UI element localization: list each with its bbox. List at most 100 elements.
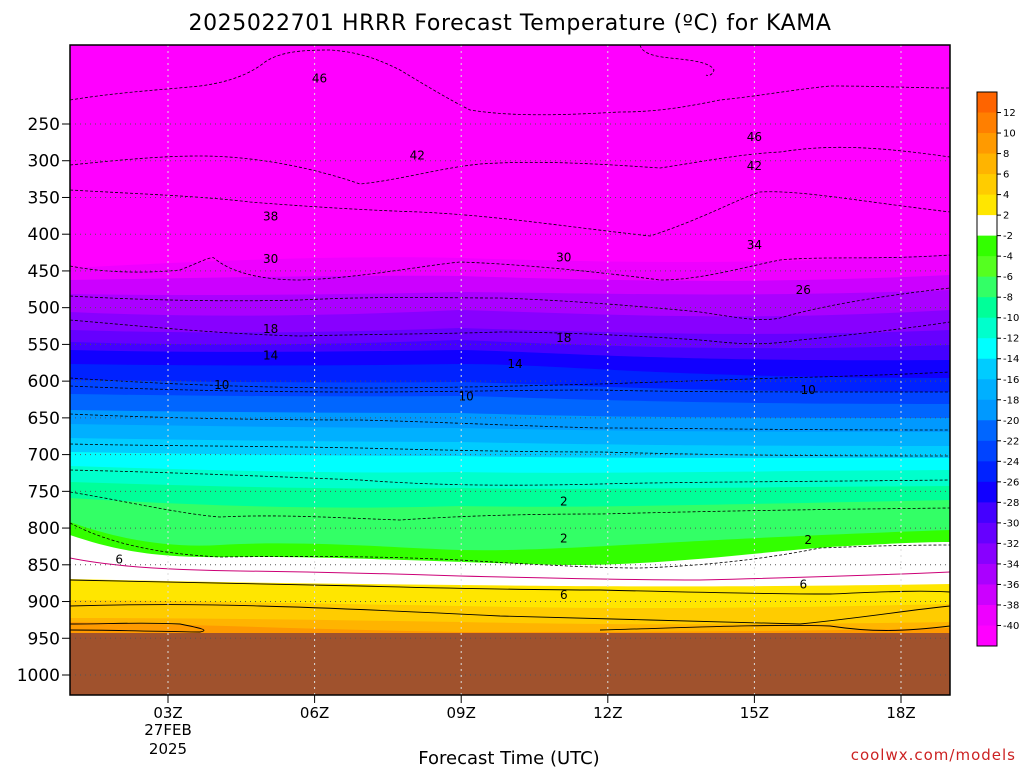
colorbar-swatch [977, 215, 997, 237]
contour-label: 46 [312, 71, 327, 85]
contour-plus-6b [70, 622, 205, 633]
contour-minus-2 [70, 522, 950, 569]
colorbar-swatch [977, 358, 997, 380]
colorbar-label: -14 [1003, 354, 1019, 365]
colorbar-swatch [977, 543, 997, 565]
colorbar-swatch [977, 399, 997, 421]
colorbar-label: -4 [1003, 252, 1013, 263]
contour-label: 14 [507, 357, 522, 371]
colorbar-label: -24 [1003, 457, 1019, 468]
contour-plus-2 [70, 579, 950, 595]
colorbar-swatch [977, 563, 997, 585]
x-axis-title: Forecast Time (UTC) [418, 748, 599, 768]
x-axis: 03Z 06Z 09Z 12Z 15Z 18Z [153, 695, 916, 722]
x-date-label-year: 2025 [149, 740, 187, 758]
plot-frame [69, 44, 951, 696]
colorbar-label: -10 [1003, 313, 1019, 324]
colorbar-label: -30 [1003, 518, 1019, 529]
colorbar-label: -16 [1003, 375, 1019, 386]
y-tick-label: 450 [28, 262, 60, 282]
x-tick-label: 18Z [886, 704, 915, 722]
colorbar-swatch [977, 481, 997, 503]
contour-label: 30 [263, 252, 278, 266]
contour-minus-42b [70, 189, 950, 237]
contour-minus-26 [70, 371, 950, 389]
contour-minus-46a [70, 49, 950, 116]
contour-label: 42 [410, 149, 425, 163]
contour-minus-10 [70, 469, 950, 486]
colorbar-label: -8 [1003, 293, 1013, 304]
colorbar-swatch [977, 153, 997, 175]
contour-label: 2 [804, 533, 812, 547]
colorbar-swatch [977, 502, 997, 524]
colorbar-swatch [977, 440, 997, 462]
colorbar-label: 6 [1003, 170, 1009, 181]
y-tick-label: 850 [28, 556, 60, 576]
colorbar-label: -28 [1003, 498, 1019, 509]
colorbar-label: -20 [1003, 416, 1019, 427]
colorbar-label: -2 [1003, 231, 1013, 242]
colorbar-swatch [977, 604, 997, 626]
y-tick-label: 900 [28, 593, 60, 613]
colorbar-label: 8 [1003, 149, 1009, 160]
x-tick-label: 09Z [447, 704, 476, 722]
colorbar-swatch [977, 317, 997, 339]
colorbar-label: -34 [1003, 559, 1019, 570]
temperature-bands [70, 45, 950, 695]
contour-minus-38 [70, 254, 950, 281]
contour-minus-22 [70, 385, 950, 393]
colorbar-label: -6 [1003, 272, 1013, 283]
colorbar-swatch [977, 461, 997, 483]
y-tick-label: 250 [28, 115, 60, 135]
colorbar-swatch [977, 276, 997, 298]
y-tick-label: 800 [28, 519, 60, 539]
contour-label: 18 [263, 322, 278, 336]
y-tick-label: 1000 [17, 666, 60, 686]
contour-minus-46b [639, 45, 715, 76]
colorbar-swatch [977, 133, 997, 155]
contour-label: 38 [263, 210, 278, 224]
colorbar-swatch [977, 522, 997, 544]
colorbar-label: 12 [1003, 108, 1016, 119]
contour-label: 2 [560, 495, 568, 509]
colorbar-label: 4 [1003, 190, 1009, 201]
colorbar-label: 10 [1003, 129, 1016, 140]
colorbar-swatch [977, 584, 997, 606]
colorbar-label: -12 [1003, 334, 1019, 345]
grid-lines [70, 45, 950, 695]
colorbar: 12 10 8 6 4 2 -2 -4 -6 -8 -10 -12 -14 -16 -18 -20 -22 -24… [976, 91, 1019, 647]
colorbar-swatch [977, 420, 997, 442]
contour-plus-6c [599, 625, 950, 631]
contour-label: 14 [263, 348, 278, 362]
colorbar-label: -36 [1003, 580, 1019, 591]
contour-minus-6 [70, 491, 950, 521]
colorbar-label: -26 [1003, 477, 1019, 488]
colorbar-frame [976, 91, 998, 647]
contour-label: 6 [799, 578, 807, 592]
contour-label: 6 [560, 588, 568, 602]
colorbar-swatch [977, 92, 997, 114]
contour-lines [70, 45, 950, 633]
colorbar-swatch [977, 174, 997, 196]
contour-label: 26 [796, 283, 811, 297]
x-tick-label: 12Z [593, 704, 622, 722]
contour-minus-18 [70, 413, 950, 431]
colorbar-label: -32 [1003, 539, 1019, 550]
chart-title: 2025022701 HRRR Forecast Temperature (ºC… [188, 11, 831, 36]
x-tick-label: 03Z [153, 704, 182, 722]
y-tick-label: 950 [28, 629, 60, 649]
colorbar-label: -38 [1003, 600, 1019, 611]
y-tick-label: 600 [28, 372, 60, 392]
contour-label: 34 [747, 238, 762, 252]
ground [70, 633, 950, 695]
contour-label: 2 [560, 531, 568, 545]
y-tick-label: 400 [28, 225, 60, 245]
y-tick-label: 350 [28, 188, 60, 208]
contour-label: 10 [801, 383, 816, 397]
colorbar-label: 2 [1003, 211, 1009, 222]
x-tick-label: 06Z [300, 704, 329, 722]
contour-label: 10 [214, 378, 229, 392]
y-tick-label: 300 [28, 152, 60, 172]
